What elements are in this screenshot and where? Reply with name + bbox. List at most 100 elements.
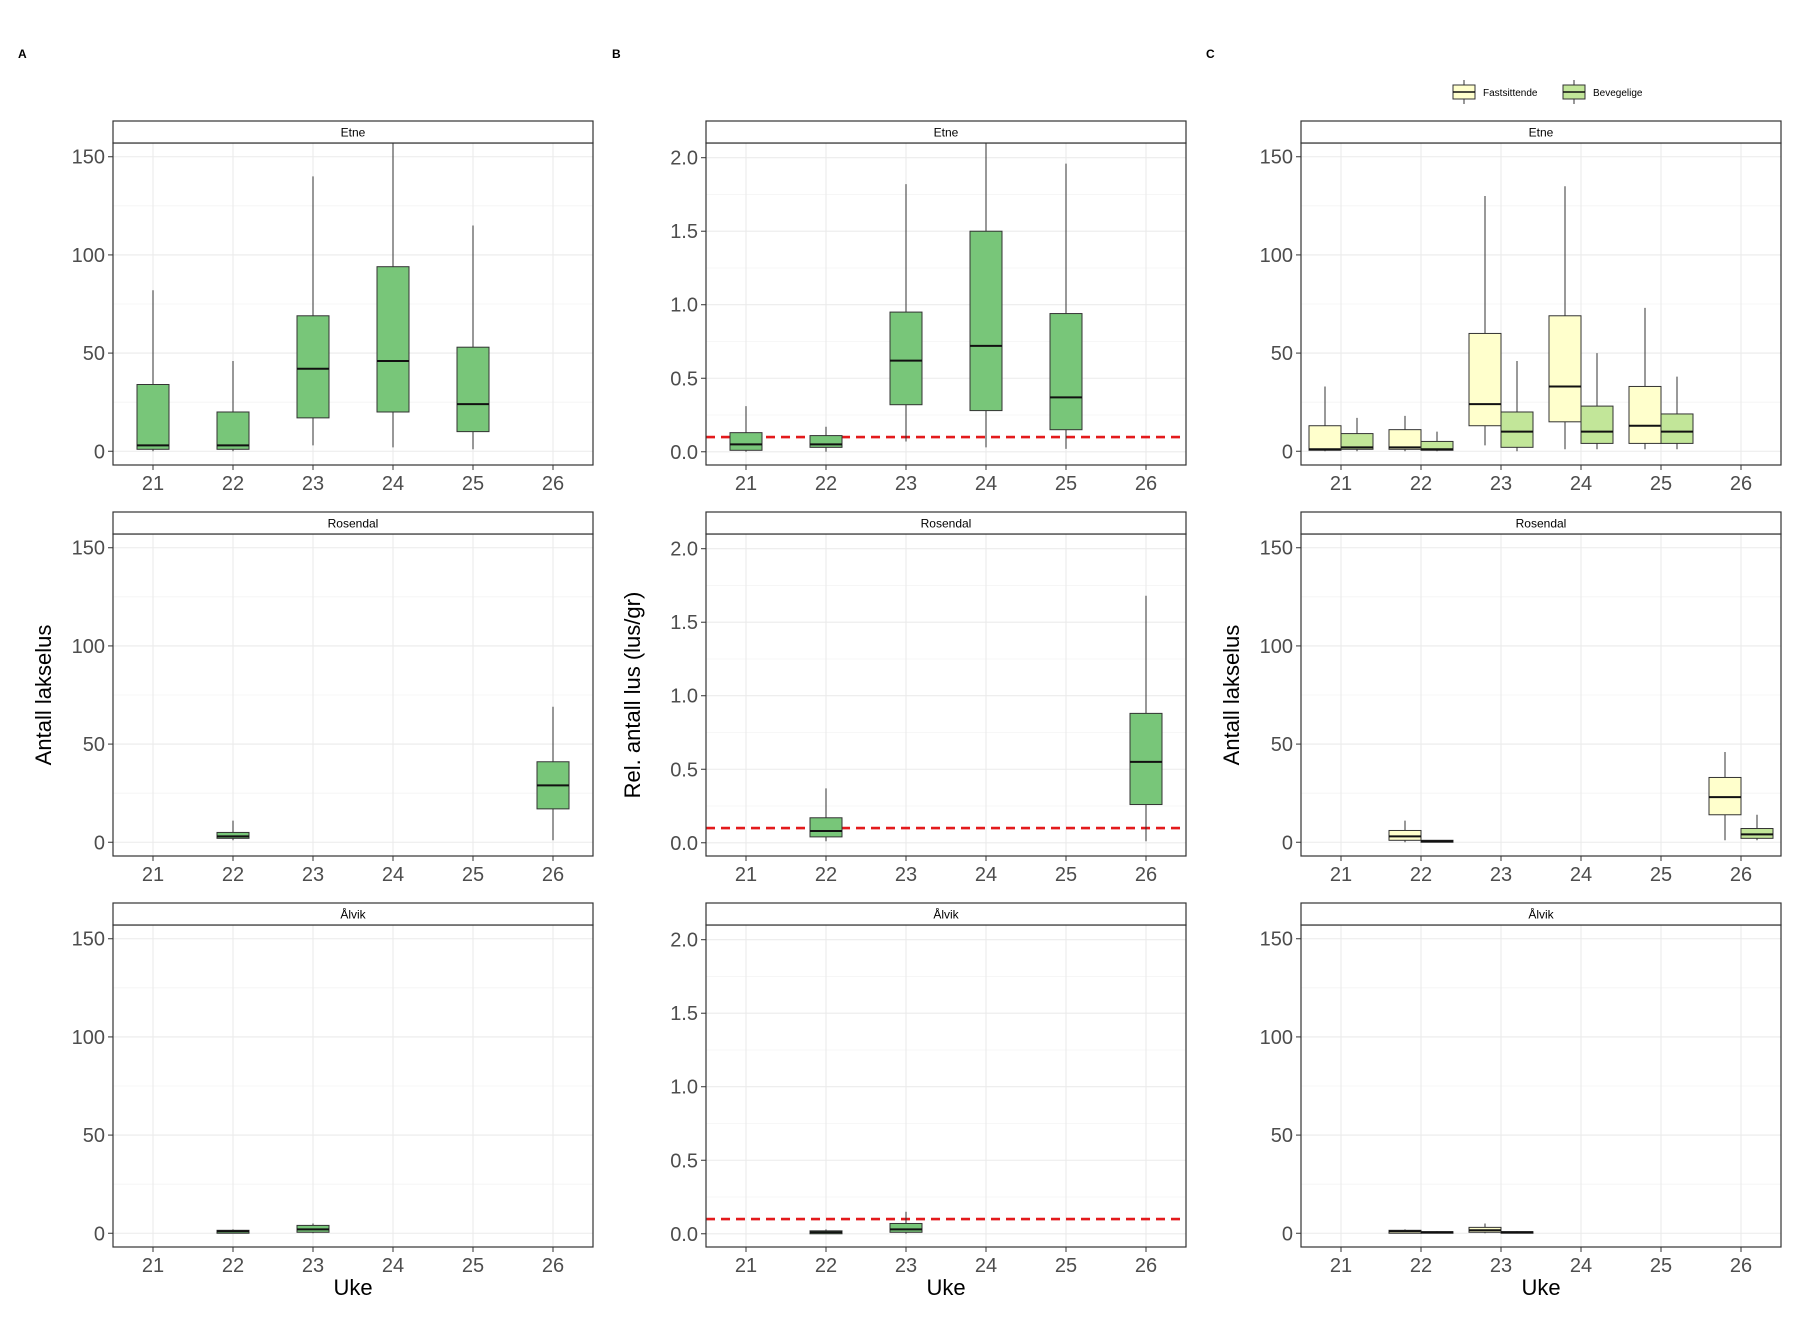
y-tick-label: 100 <box>72 1027 105 1049</box>
y-tick-label: 0 <box>94 832 105 854</box>
y-axis-title: Rel. antall lus (lus/gr) <box>620 592 645 799</box>
facet-strip <box>112 511 594 535</box>
x-tick-label: 26 <box>1135 1255 1157 1277</box>
box-iqr <box>809 817 843 838</box>
y-tick-label: 1.0 <box>670 1077 698 1099</box>
facet-strip <box>705 511 1187 535</box>
x-tick-label: 21 <box>1330 864 1352 886</box>
y-tick-label: 0.5 <box>670 759 698 781</box>
facet-strip-label: Ålvik <box>933 907 959 922</box>
box-24 <box>969 143 1003 448</box>
facet-strip <box>112 902 594 926</box>
y-tick-label: 150 <box>1260 147 1293 169</box>
box-iqr <box>1580 405 1614 444</box>
legend-label: Fastsittende <box>1483 88 1538 99</box>
y-tick-label: 100 <box>1260 636 1293 658</box>
facet-panel: Rosendal 0 50 100 150 21 22 23 24 25 26 <box>72 511 594 886</box>
y-axis-title: Antall lakselus <box>31 625 56 766</box>
x-tick-label: 26 <box>1730 864 1752 886</box>
x-tick-label: 24 <box>975 473 997 495</box>
x-tick-label: 21 <box>1330 473 1352 495</box>
box-26 <box>536 706 570 841</box>
box-22-fastsittende <box>1388 415 1422 452</box>
facet-strip <box>705 902 1187 926</box>
plot-background <box>706 534 1186 856</box>
facet-panel: Rosendal 0.0 0.5 1.0 1.5 2.0 21 22 23 24 25 26 <box>670 511 1187 886</box>
box-iqr <box>216 411 250 450</box>
facet-panel: Rosendal 0 50 100 150 21 22 23 24 25 26 <box>1260 511 1782 886</box>
x-tick-label: 24 <box>1570 1255 1592 1277</box>
box-21-bevegelige <box>1340 417 1374 452</box>
box-22 <box>216 1229 250 1234</box>
facet-strip <box>1300 511 1782 535</box>
box-26-fastsittende <box>1708 751 1742 841</box>
x-tick-label: 25 <box>462 864 484 886</box>
y-tick-label: 1.5 <box>670 612 698 634</box>
box-22-fastsittende <box>1388 820 1422 843</box>
x-axis-title: Uke <box>333 1275 372 1300</box>
y-tick-label: 0.5 <box>670 1150 698 1172</box>
facet-strip-label: Etne <box>341 126 366 140</box>
x-tick-label: 24 <box>382 864 404 886</box>
y-tick-label: 50 <box>1271 343 1293 365</box>
box-iqr <box>1500 411 1534 448</box>
box-22-bevegelige <box>1420 431 1454 452</box>
box-iqr <box>1129 712 1163 806</box>
facet-panel: Ålvik 0.0 0.5 1.0 1.5 2.0 21 22 23 24 25 26 <box>670 902 1187 1277</box>
x-tick-label: 23 <box>895 1255 917 1277</box>
y-tick-label: 150 <box>72 929 105 951</box>
x-tick-label: 24 <box>382 1255 404 1277</box>
x-axis-title: Uke <box>1521 1275 1560 1300</box>
facet-strip <box>705 120 1187 144</box>
x-tick-label: 25 <box>1650 1255 1672 1277</box>
x-tick-label: 24 <box>1570 864 1592 886</box>
y-axis-title: Antall lakselus <box>1219 625 1244 766</box>
box-23-bevegelige <box>1500 360 1534 452</box>
facet-strip <box>1300 902 1782 926</box>
facet-strip-label: Etne <box>934 126 959 140</box>
facet-strip-label: Ålvik <box>1528 907 1554 922</box>
plot-background <box>706 925 1186 1247</box>
x-tick-label: 21 <box>735 473 757 495</box>
box-iqr <box>969 230 1003 412</box>
x-tick-label: 25 <box>462 1255 484 1277</box>
y-tick-label: 0 <box>94 1223 105 1245</box>
x-tick-label: 21 <box>1330 1255 1352 1277</box>
x-tick-label: 21 <box>735 1255 757 1277</box>
y-tick-label: 50 <box>1271 1125 1293 1147</box>
box-22 <box>216 820 250 841</box>
y-tick-label: 1.5 <box>670 221 698 243</box>
y-tick-label: 0.0 <box>670 833 698 855</box>
x-axis-title: Uke <box>926 1275 965 1300</box>
box-iqr <box>889 1222 923 1233</box>
x-tick-label: 23 <box>1490 864 1512 886</box>
x-tick-label: 23 <box>1490 473 1512 495</box>
x-tick-label: 23 <box>895 473 917 495</box>
x-tick-label: 21 <box>142 473 164 495</box>
x-tick-label: 23 <box>302 473 324 495</box>
box-iqr <box>136 384 170 450</box>
facet-strip-label: Rosendal <box>1516 517 1567 531</box>
x-tick-label: 24 <box>975 1255 997 1277</box>
x-tick-label: 25 <box>1055 864 1077 886</box>
x-tick-label: 22 <box>222 864 244 886</box>
legend: Fastsittende Bevegelige <box>1452 80 1643 104</box>
y-tick-label: 150 <box>72 147 105 169</box>
x-tick-label: 26 <box>1730 1255 1752 1277</box>
x-tick-label: 22 <box>222 473 244 495</box>
box-26-bevegelige <box>1740 814 1774 841</box>
y-tick-label: 150 <box>1260 538 1293 560</box>
x-tick-label: 23 <box>302 864 324 886</box>
x-tick-label: 24 <box>382 473 404 495</box>
facet-panel: Ålvik 0 50 100 150 21 22 23 24 25 26 <box>72 902 594 1277</box>
x-tick-label: 25 <box>1650 473 1672 495</box>
y-tick-label: 0.0 <box>670 442 698 464</box>
box-iqr <box>456 346 490 433</box>
box-22-bevegelige <box>1420 1231 1454 1234</box>
y-tick-label: 100 <box>72 245 105 267</box>
facet-strip-label: Etne <box>1529 126 1554 140</box>
box-23 <box>296 1223 330 1234</box>
box-23-fastsittende <box>1468 196 1502 446</box>
y-tick-label: 100 <box>72 636 105 658</box>
box-21 <box>136 290 170 452</box>
